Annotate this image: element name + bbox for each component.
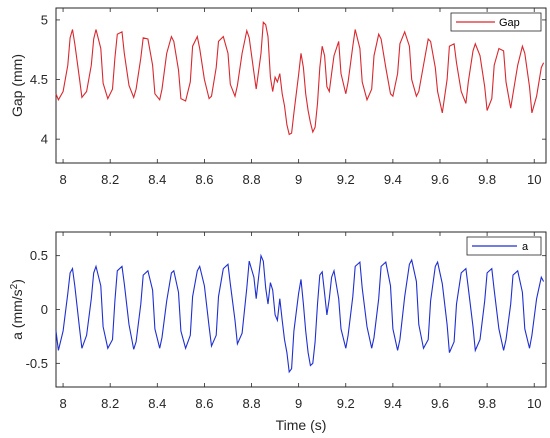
acceleration-y-tick-label: 0: [41, 302, 48, 317]
gap-plot-area: [55, 7, 547, 164]
acceleration-series-line: [55, 253, 545, 374]
gap-x-tick-label: 8.8: [242, 172, 260, 187]
acceleration-y-axis-label-suffix: ): [9, 279, 25, 284]
gap-y-axis-label: Gap (mm): [9, 54, 25, 117]
acceleration-x-tick-label: 8: [59, 396, 66, 411]
gap-legend-box: [450, 12, 542, 32]
gap-x-tick-label: 8.4: [148, 172, 166, 187]
gap-y-tick-label: 4.5: [30, 72, 48, 87]
acceleration-x-tick-label: 9.6: [431, 396, 449, 411]
gap-x-tick-label: 9: [295, 172, 302, 187]
gap-legend-label: Gap: [499, 17, 520, 29]
gap-series-line: [55, 21, 545, 136]
gap-x-tick-label: 8.6: [195, 172, 213, 187]
gap-y-tick-label: 4: [41, 132, 48, 147]
acceleration-axes: 8 8.2 8.4 8.6 8.8 9 9.2 9.4 9.6 9.8 10 -0.5 0 0.5 a …: [9, 231, 547, 433]
acceleration-x-tick-label: 9: [295, 396, 302, 411]
acceleration-legend-label: a: [522, 241, 529, 253]
gap-x-tick-label: 10: [527, 172, 541, 187]
acceleration-plot-area: [55, 231, 547, 388]
gap-x-tick-label: 8.2: [101, 172, 119, 187]
acceleration-x-tick-label: 8.2: [101, 396, 119, 411]
gap-x-tick-label: 9.4: [384, 172, 402, 187]
acceleration-x-tick-label: 9.2: [337, 396, 355, 411]
gap-x-tick-label: 8: [59, 172, 66, 187]
acceleration-x-tick-label: 8.4: [148, 396, 166, 411]
acceleration-x-tick-label: 10: [527, 396, 541, 411]
gap-axes: 8 8.2 8.4 8.6 8.8 9 9.2 9.4 9.6 9.8 10 44.55 Gap (…: [9, 7, 547, 187]
time-x-axis-label: Time (s): [276, 417, 327, 433]
acceleration-y-ticks: -0.5 0 0.5: [26, 248, 546, 371]
gap-x-tick-label: 9.6: [431, 172, 449, 187]
gap-x-tick-label: 9.2: [337, 172, 355, 187]
acceleration-x-tick-label: 9.4: [384, 396, 402, 411]
acceleration-x-tick-label: 9.8: [478, 396, 496, 411]
acceleration-x-tick-label: 8.6: [195, 396, 213, 411]
gap-y-tick-label: 5: [41, 12, 48, 27]
gap-x-tick-label: 9.8: [478, 172, 496, 187]
gap-y-ticks: 44.55: [30, 12, 546, 147]
acceleration-x-ticks: 8 8.2 8.4 8.6 8.8 9 9.2 9.4 9.6 9.8 10: [59, 232, 541, 411]
gap-legend: Gap: [450, 12, 542, 32]
acceleration-y-axis-label: a (mm/s2): [9, 279, 26, 340]
acceleration-y-tick-label: 0.5: [30, 248, 48, 263]
gap-x-ticks: 8 8.2 8.4 8.6 8.8 9 9.2 9.4 9.6 9.8 10: [59, 8, 541, 187]
acceleration-y-axis-label-main: a (mm/s: [9, 289, 25, 340]
acceleration-y-axis-label-superscript: 2: [9, 283, 20, 289]
acceleration-x-tick-label: 8.8: [242, 396, 260, 411]
acceleration-y-tick-label: -0.5: [26, 356, 48, 371]
acceleration-legend: a: [466, 236, 542, 256]
